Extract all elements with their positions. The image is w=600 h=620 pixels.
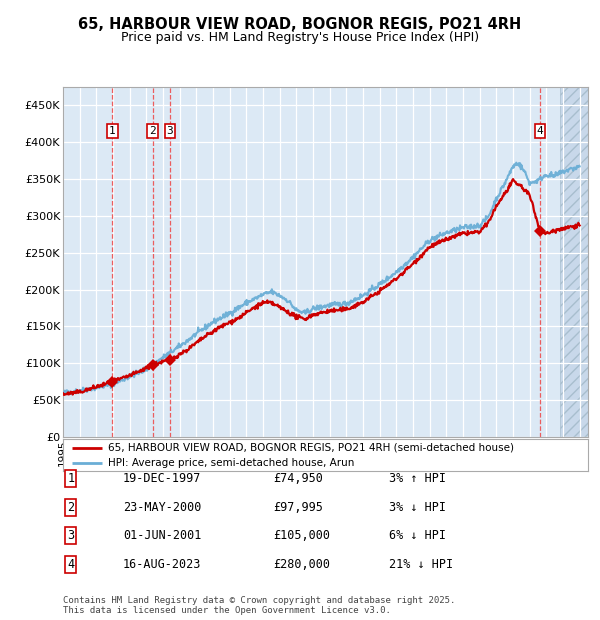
Text: 3% ↑ HPI: 3% ↑ HPI [389,472,446,485]
Text: 1: 1 [109,126,116,136]
Text: 3% ↓ HPI: 3% ↓ HPI [389,501,446,513]
Text: 3: 3 [167,126,173,136]
Text: £97,995: £97,995 [273,501,323,513]
Bar [560,87,588,437]
Text: 65, HARBOUR VIEW ROAD, BOGNOR REGIS, PO21 4RH (semi-detached house): 65, HARBOUR VIEW ROAD, BOGNOR REGIS, PO2… [107,443,514,453]
Text: 65, HARBOUR VIEW ROAD, BOGNOR REGIS, PO21 4RH: 65, HARBOUR VIEW ROAD, BOGNOR REGIS, PO2… [79,17,521,32]
Text: HPI: Average price, semi-detached house, Arun: HPI: Average price, semi-detached house,… [107,458,354,468]
Text: 2: 2 [149,126,156,136]
Text: 6% ↓ HPI: 6% ↓ HPI [389,529,446,542]
Text: 1: 1 [67,472,74,485]
Text: 01-JUN-2001: 01-JUN-2001 [123,529,202,542]
Text: Price paid vs. HM Land Registry's House Price Index (HPI): Price paid vs. HM Land Registry's House … [121,31,479,44]
Text: £280,000: £280,000 [273,558,330,570]
Text: 4: 4 [536,126,544,136]
Text: 16-AUG-2023: 16-AUG-2023 [123,558,202,570]
Text: 4: 4 [67,558,74,570]
Text: £74,950: £74,950 [273,472,323,485]
Text: 2: 2 [67,501,74,513]
Text: 19-DEC-1997: 19-DEC-1997 [123,472,202,485]
Text: £105,000: £105,000 [273,529,330,542]
Text: 23-MAY-2000: 23-MAY-2000 [123,501,202,513]
Text: Contains HM Land Registry data © Crown copyright and database right 2025.
This d: Contains HM Land Registry data © Crown c… [63,596,455,615]
Text: 21% ↓ HPI: 21% ↓ HPI [389,558,453,570]
Text: 3: 3 [67,529,74,542]
